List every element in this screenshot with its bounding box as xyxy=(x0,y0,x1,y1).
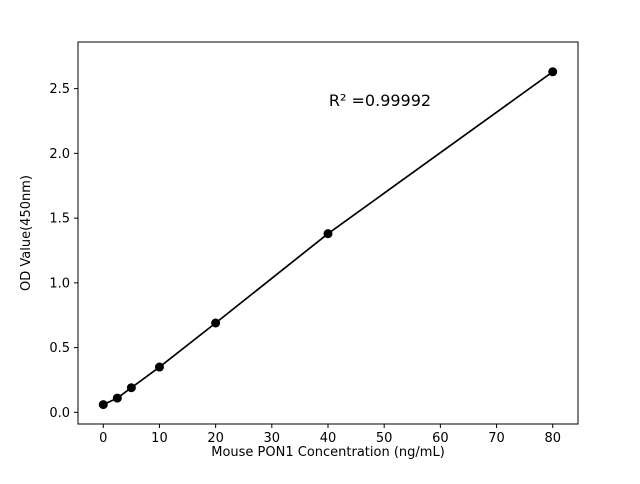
x-tick-label: 10 xyxy=(151,431,168,446)
x-tick-label: 70 xyxy=(488,431,505,446)
y-axis-ticks: 0.0 0.5 1.0 1.5 2.0 2.5 xyxy=(49,82,78,421)
data-point xyxy=(211,318,221,328)
data-point xyxy=(112,393,122,403)
y-tick-label: 1.0 xyxy=(49,276,70,291)
x-tick-label: 0 xyxy=(99,431,107,446)
data-point xyxy=(323,229,333,239)
y-tick-label: 0.0 xyxy=(49,406,70,421)
data-points xyxy=(98,67,558,410)
x-tick-label: 60 xyxy=(432,431,449,446)
x-tick-label: 80 xyxy=(544,431,561,446)
data-point xyxy=(548,67,558,77)
x-axis-ticks: 0 10 20 30 40 50 60 70 80 xyxy=(99,424,561,446)
y-tick-label: 2.0 xyxy=(49,147,70,162)
y-tick-label: 0.5 xyxy=(49,341,70,356)
y-axis-label: OD Value(450nm) xyxy=(19,175,34,291)
x-tick-label: 30 xyxy=(264,431,281,446)
x-axis-label: Mouse PON1 Concentration (ng/mL) xyxy=(211,445,445,460)
r-squared-annotation: R² =0.99992 xyxy=(329,91,431,110)
y-tick-label: 2.5 xyxy=(49,82,70,97)
y-tick-label: 1.5 xyxy=(49,212,70,227)
data-point xyxy=(98,400,108,410)
data-point xyxy=(154,362,164,372)
x-tick-label: 40 xyxy=(320,431,337,446)
x-tick-label: 50 xyxy=(376,431,393,446)
data-point xyxy=(126,383,136,393)
plot-border xyxy=(77,41,579,425)
x-tick-label: 20 xyxy=(207,431,224,446)
